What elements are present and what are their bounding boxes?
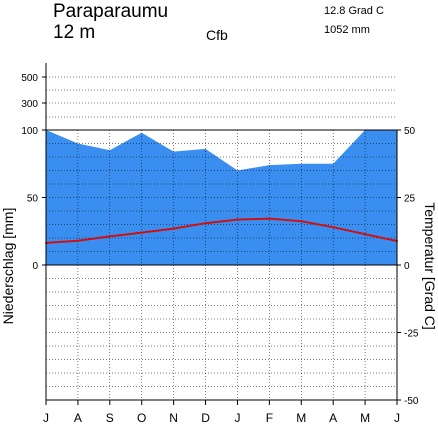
climate-class: Cfb — [206, 27, 228, 43]
temperature-point — [140, 231, 143, 234]
annual-precipitation: 1052 mm — [324, 24, 370, 36]
month-label: A — [329, 411, 337, 425]
month-label: J — [394, 411, 400, 425]
precipitation-area — [46, 130, 397, 265]
temperature-point — [236, 218, 239, 221]
month-label: M — [296, 411, 306, 425]
temperature-tick-label: -50 — [404, 396, 419, 407]
temperature-tick-label: 50 — [404, 126, 416, 137]
temperature-point — [172, 227, 175, 230]
month-label: A — [74, 411, 82, 425]
temperature-point — [108, 235, 111, 238]
precipitation-area-layer — [45, 129, 398, 265]
month-label: J — [234, 411, 240, 425]
temperature-point — [332, 226, 335, 229]
precip-upper-tick-label: 300 — [21, 99, 38, 110]
month-label: D — [201, 411, 210, 425]
station-name: Paraparaumu — [53, 1, 168, 22]
temperature-tick-label: -25 — [404, 329, 419, 340]
temperature-axis-title: Temperatur [Grad C] — [422, 202, 438, 330]
mean-temperature: 12.8 Grad C — [324, 5, 384, 17]
temperature-point — [76, 239, 79, 242]
month-label: M — [360, 411, 370, 425]
temperature-point — [364, 233, 367, 236]
station-elevation: 12 m — [53, 22, 95, 43]
precip-tick-label: 0 — [32, 261, 38, 272]
precip-tick-label: 100 — [21, 126, 38, 137]
temperature-point — [204, 222, 207, 225]
temperature-line — [45, 217, 398, 244]
precip-upper-tick-label: 500 — [21, 73, 38, 84]
temperature-tick-label: 25 — [404, 194, 416, 205]
month-label: S — [106, 411, 114, 425]
temperature-tick-label: 0 — [404, 261, 410, 272]
month-label: F — [266, 411, 273, 425]
precip-axis-title: Niederschlag [mm] — [0, 208, 16, 325]
month-label: O — [137, 411, 146, 425]
precip-tick-label: 50 — [27, 194, 39, 205]
temperature-point — [300, 220, 303, 223]
month-label: J — [43, 411, 49, 425]
month-label: N — [169, 411, 178, 425]
temperature-point — [268, 217, 271, 220]
